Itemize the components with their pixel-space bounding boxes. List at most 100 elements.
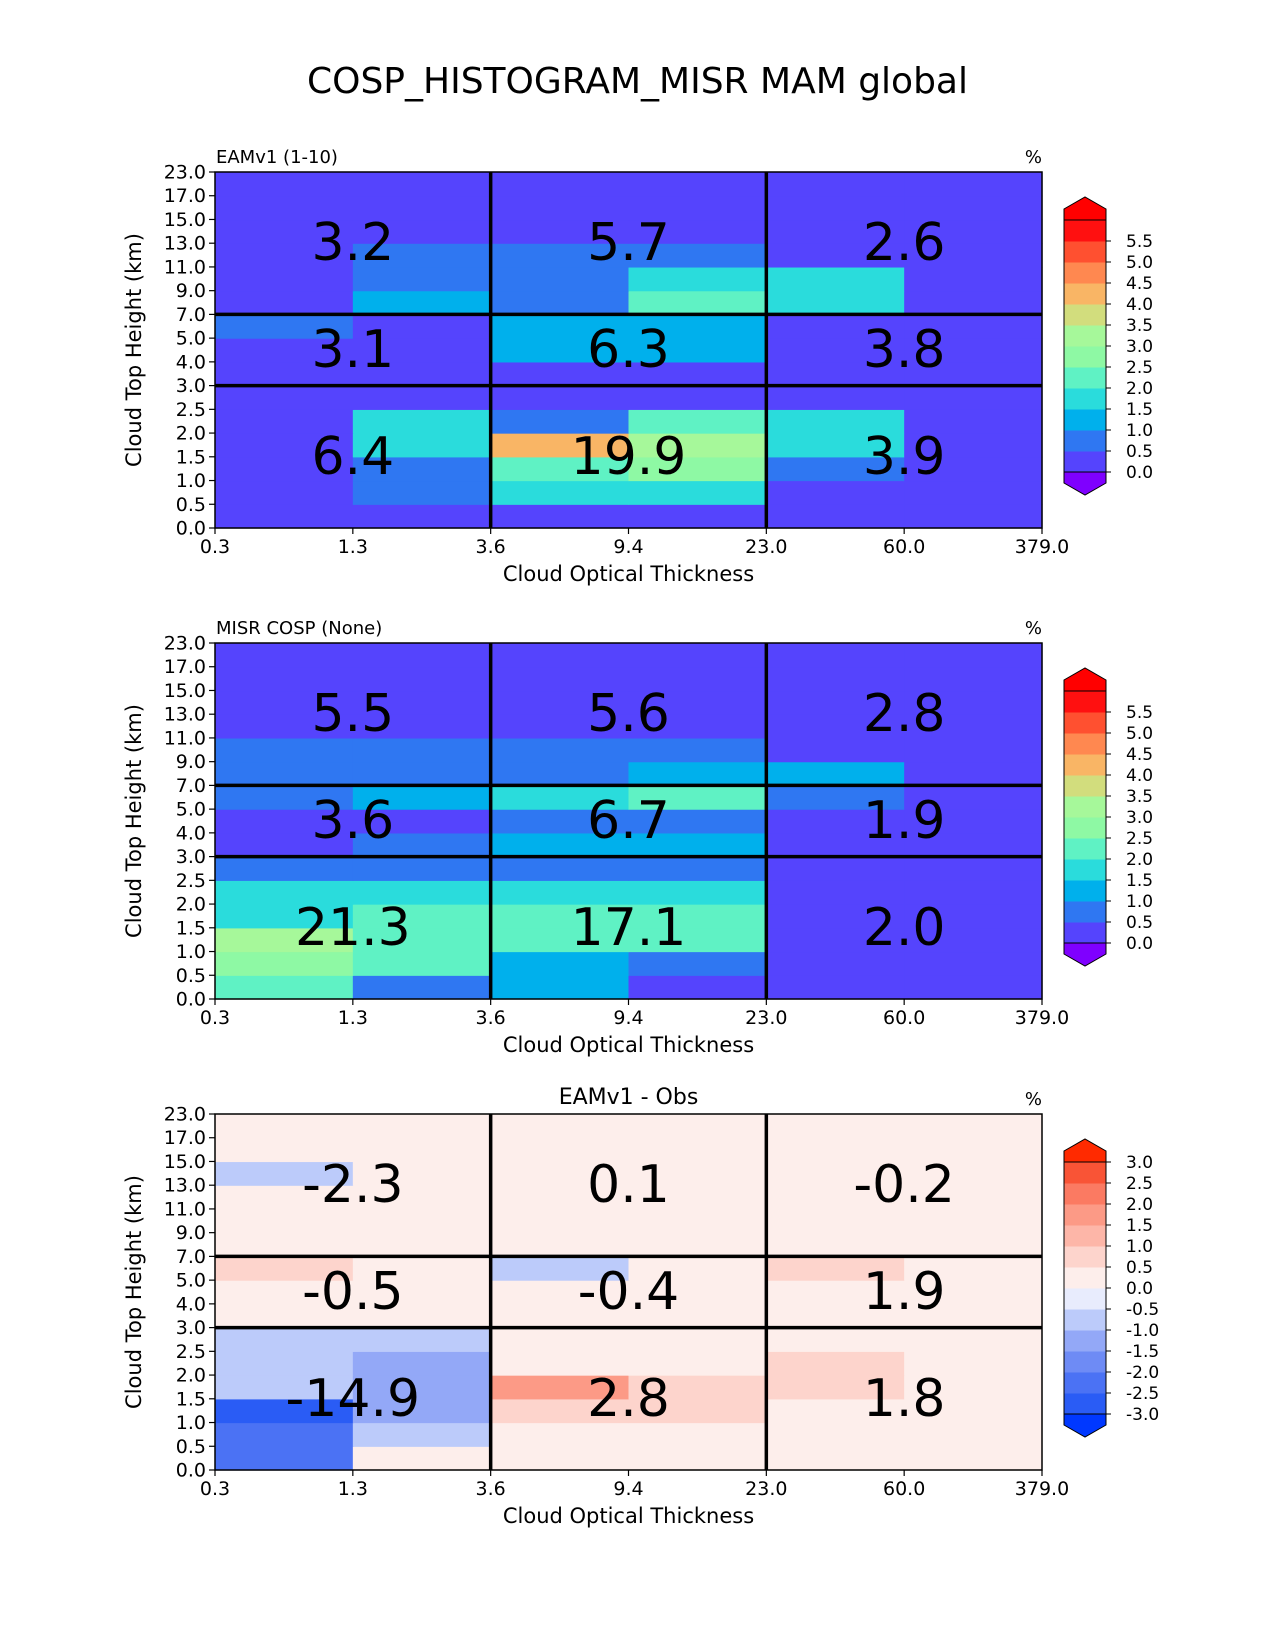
heatmap-cell [904, 243, 1043, 268]
heatmap-cell [904, 195, 1043, 221]
heatmap-cell [904, 690, 1043, 715]
heatmap-cell [490, 666, 630, 692]
colorbar-swatch [1064, 901, 1106, 923]
heatmap-cell [490, 1422, 630, 1447]
colorbar-swatch [1064, 409, 1106, 431]
x-tick-label: 3.6 [476, 1478, 506, 1500]
heatmap-cell [766, 1422, 905, 1447]
x-tick-label: 23.0 [745, 1478, 787, 1500]
heatmap-cell [628, 714, 767, 739]
heatmap-cell [352, 904, 492, 929]
heatmap-cell [215, 1114, 354, 1139]
x-tick-label: 379.0 [1015, 1478, 1069, 1500]
colorbar-swatch [1064, 241, 1106, 263]
heatmap-cell [628, 1398, 767, 1424]
y-tick-label: 5.0 [176, 1270, 206, 1292]
heatmap-cell [628, 880, 767, 905]
y-tick-label: 17.0 [164, 656, 206, 678]
y-tick-label: 1.0 [176, 470, 206, 492]
heatmap-cell [628, 1303, 767, 1329]
x-tick-label: 1.3 [338, 1478, 368, 1500]
heatmap-cell [628, 172, 767, 197]
panel-left-title: MISR COSP (None) [216, 618, 382, 639]
x-tick-label: 23.0 [745, 1007, 787, 1029]
heatmap-cell [766, 314, 905, 339]
heatmap-cell [490, 219, 630, 244]
y-tick-label: 13.0 [164, 704, 206, 726]
heatmap-cell [628, 1351, 767, 1376]
block-value-label: -2.3 [302, 1155, 403, 1215]
heatmap-cell [215, 737, 354, 763]
block-value-label: 3.1 [311, 320, 394, 380]
colorbar-swatch [1064, 754, 1106, 776]
heatmap-cell [215, 1398, 354, 1424]
heatmap-cell [628, 456, 767, 482]
heatmap-cell [490, 1256, 630, 1281]
heatmap-cell [904, 385, 1043, 410]
heatmap-cell [766, 504, 905, 529]
colorbar-swatch [1064, 430, 1106, 452]
panel-units: % [1025, 147, 1042, 168]
heatmap-cell [904, 361, 1043, 387]
x-axis-label: Cloud Optical Thickness [503, 562, 754, 586]
colorbar-swatch [1064, 1288, 1106, 1310]
colorbar-swatch [1064, 880, 1106, 902]
x-tick-label: 0.3 [200, 1478, 230, 1500]
heatmap-cell [352, 880, 492, 905]
heatmap-cell [352, 219, 492, 244]
heatmap-cell [628, 1327, 767, 1352]
heatmap-cell [628, 643, 767, 668]
y-tick-label: 1.5 [176, 917, 206, 939]
y-axis-label: Cloud Top Height (km) [122, 233, 146, 467]
block-value-label: 2.0 [863, 898, 946, 958]
colorbar-tick-label: 3.0 [1126, 808, 1153, 828]
colorbar-swatch [1064, 283, 1106, 305]
y-tick-label: 0.5 [176, 1436, 206, 1458]
y-tick-label: 2.0 [176, 894, 206, 916]
heatmap-cell [628, 480, 767, 505]
x-tick-label: 0.3 [200, 536, 230, 558]
colorbar-under-extension [1063, 471, 1107, 496]
heatmap-cell [628, 1232, 767, 1257]
heatmap-cell [352, 290, 492, 315]
heatmap-cell [628, 1208, 767, 1234]
heatmap-cell [766, 1351, 905, 1376]
colorbar: 0.00.51.01.52.02.53.03.54.04.55.05.5 [1063, 667, 1153, 967]
heatmap-cell [766, 880, 905, 905]
heatmap-cell [904, 409, 1043, 434]
colorbar-tick-label: 1.0 [1126, 892, 1153, 912]
heatmap-cell [490, 1446, 630, 1471]
y-tick-label: 3.0 [176, 846, 206, 868]
colorbar-swatch [1064, 1162, 1106, 1184]
colorbar-tick-label: 4.0 [1126, 766, 1153, 786]
heatmap-cell [352, 1422, 492, 1447]
y-tick-label: 0.0 [176, 518, 206, 540]
colorbar-tick-label: -1.0 [1126, 1321, 1159, 1341]
y-tick-label: 17.0 [164, 1127, 206, 1149]
heatmap-cell [352, 1256, 492, 1281]
y-tick-label: 2.5 [176, 870, 206, 892]
heatmap-cell [490, 1303, 630, 1329]
heatmap-cell [215, 1161, 354, 1186]
y-tick-label: 11.0 [164, 256, 206, 278]
y-tick-label: 2.0 [176, 1365, 206, 1387]
y-tick-label: 0.0 [176, 1460, 206, 1482]
x-tick-label: 1.3 [338, 1007, 368, 1029]
block-value-label: 19.9 [571, 427, 687, 487]
heatmap-cell [215, 1375, 354, 1400]
colorbar-swatch [1064, 1246, 1106, 1268]
heatmap-cell [490, 1375, 630, 1400]
heatmap-cell [766, 761, 905, 786]
heatmap-cell [766, 1137, 905, 1163]
heatmap-cell [766, 1208, 905, 1234]
heatmap-cell [352, 737, 492, 763]
heatmap-cell [628, 1422, 767, 1447]
block-value-label: 21.3 [295, 898, 411, 958]
block-value-label: 3.2 [311, 213, 394, 273]
heatmap-cell [215, 243, 354, 268]
heatmap-cell [628, 1375, 767, 1400]
block-value-label: -0.5 [302, 1262, 403, 1322]
block-value-label: 3.8 [863, 320, 946, 380]
colorbar-swatch [1064, 922, 1106, 944]
heatmap-cell [766, 172, 905, 197]
